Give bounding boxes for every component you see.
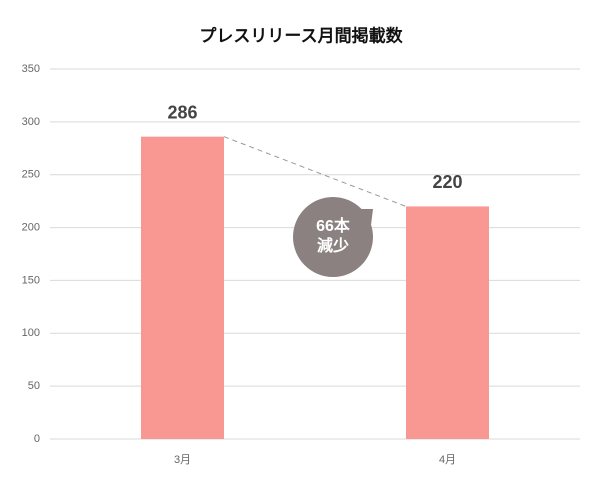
- y-tick-label: 0: [34, 433, 40, 445]
- y-tick-label: 300: [22, 116, 40, 128]
- y-tick-label: 250: [22, 169, 40, 181]
- y-tick-label: 50: [28, 380, 40, 392]
- y-tick-label: 150: [22, 274, 40, 286]
- x-tick-label: 3月: [174, 454, 191, 466]
- annotation-text: 66本: [316, 216, 350, 235]
- y-tick-label: 100: [22, 327, 40, 339]
- annotation-text: 減少: [317, 236, 349, 255]
- bar: [141, 136, 224, 439]
- annotation-bubble: [293, 197, 373, 277]
- y-tick-label: 200: [22, 221, 40, 233]
- data-label: 286: [167, 102, 197, 122]
- y-tick-label: 350: [22, 63, 40, 75]
- chart-title: プレスリリース月間掲載数: [199, 25, 403, 45]
- trend-connector: [223, 136, 407, 207]
- bar: [406, 206, 489, 439]
- data-label: 220: [432, 172, 462, 192]
- x-tick-label: 4月: [439, 454, 456, 466]
